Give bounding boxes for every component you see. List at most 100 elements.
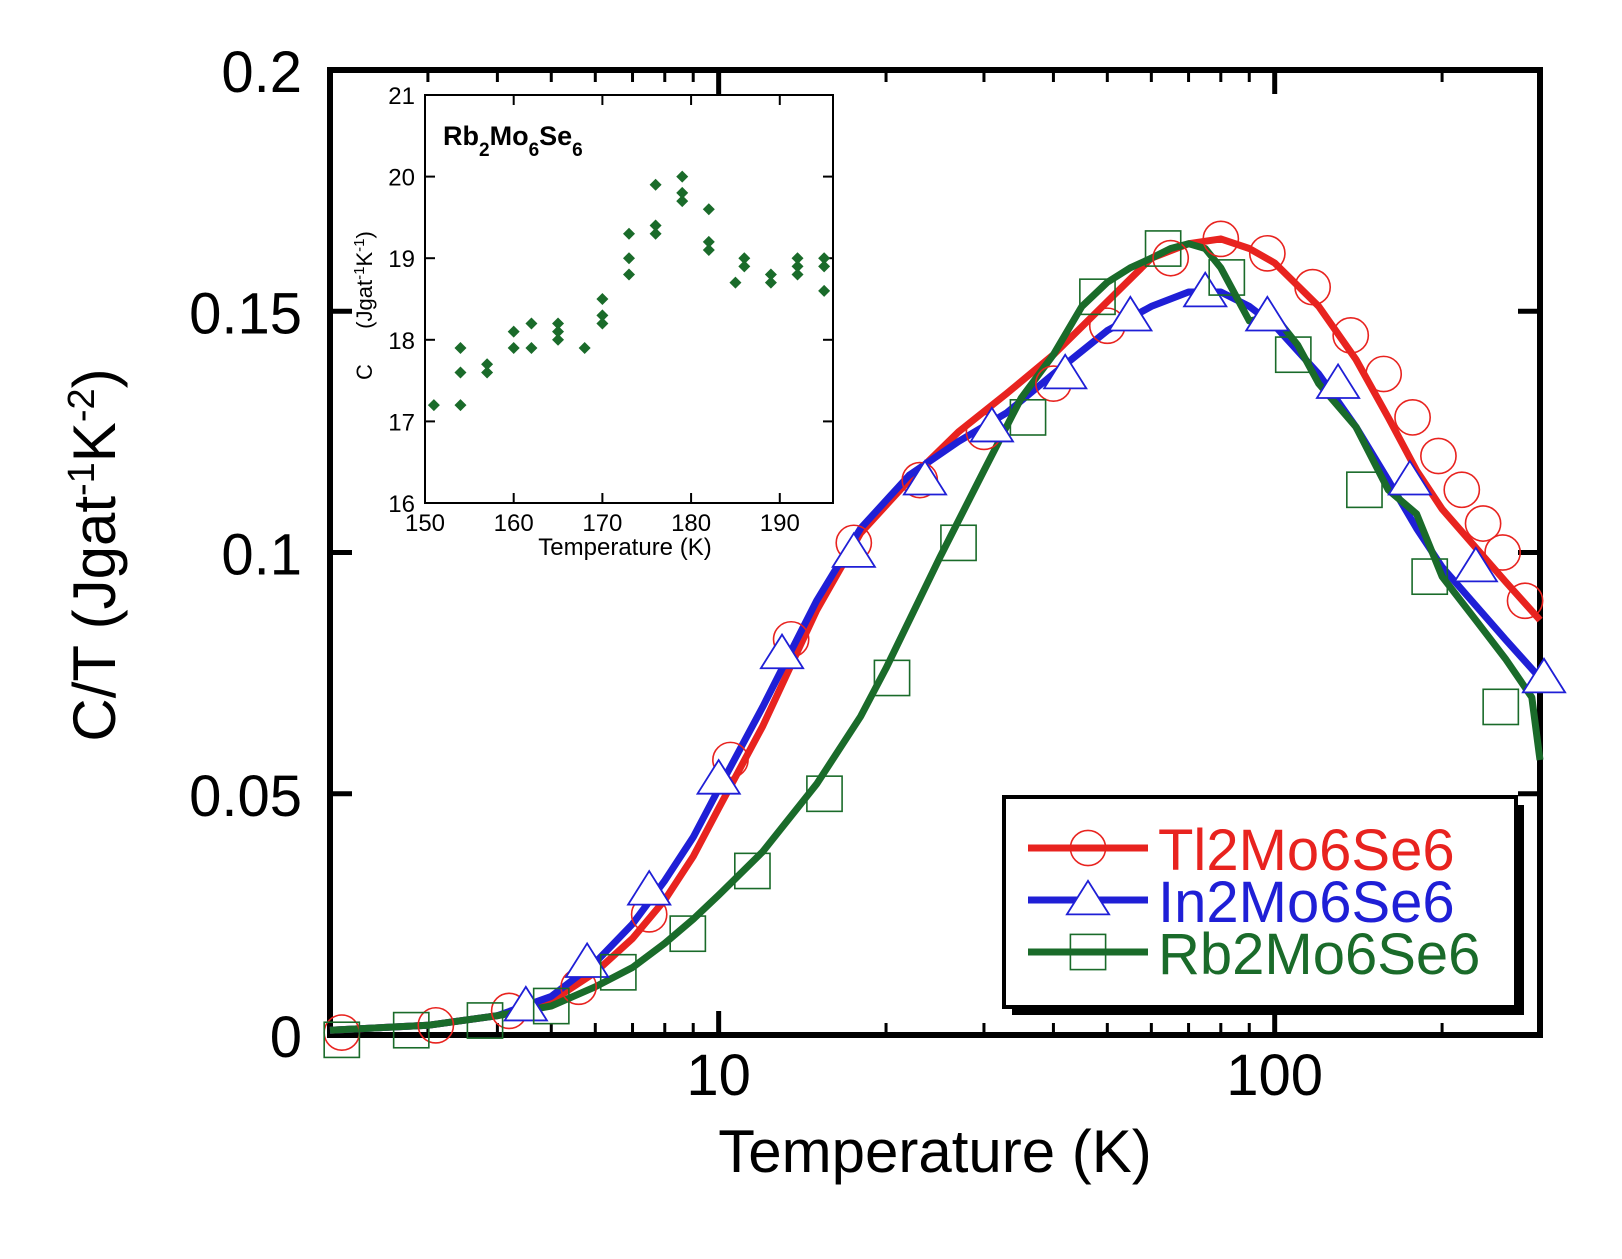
series-marker-In2Mo6Se6 (902, 459, 948, 496)
inset-y-axis-label-c: C (352, 364, 377, 380)
series-marker-Rb2Mo6Se6 (1482, 688, 1520, 726)
inset-y-tick-label: 17 (388, 409, 415, 436)
series-marker-Tl2Mo6Se6 (1152, 239, 1190, 277)
inset-title: Rb2Mo6Se6 (443, 121, 583, 161)
inset-point (427, 399, 440, 412)
inset-point (649, 227, 662, 240)
series-marker-In2Mo6Se6 (831, 531, 877, 568)
y-tick-label: 0.2 (221, 40, 302, 105)
series-marker-Tl2Mo6Se6 (1365, 355, 1403, 393)
series-marker-Tl2Mo6Se6 (1294, 268, 1332, 306)
inset-y-tick-label: 18 (388, 328, 415, 355)
legend-marker-In2Mo6Se6 (1065, 879, 1111, 916)
inset-point (525, 317, 538, 330)
series-marker-Tl2Mo6Se6 (1420, 437, 1457, 475)
y-axis-label-sup2: -2 (61, 388, 103, 422)
series-marker-In2Mo6Se6 (1042, 353, 1088, 390)
inset-point (552, 317, 565, 330)
inset-title-se: Se (539, 121, 572, 151)
series-marker-Rb2Mo6Se6 (940, 524, 977, 562)
y-tick-label: 0 (270, 1005, 302, 1070)
series-marker-Tl2Mo6Se6 (1506, 582, 1544, 620)
inset-plot-frame (424, 94, 834, 504)
inset-title-sub3: 6 (572, 140, 583, 161)
main-series-group (323, 220, 1567, 1059)
series-marker-Rb2Mo6Se6 (1411, 558, 1449, 596)
inset-point (676, 170, 689, 183)
inset-x-tick-label: 180 (671, 510, 711, 537)
main-plot: 0 0.05 0.1 0.15 0.2 10 100 Temperature (K) C/T… (61, 40, 1567, 1185)
series-marker-Tl2Mo6Se6 (1332, 316, 1370, 354)
inset-point (738, 260, 751, 273)
y-axis-label: C/T (Jgat-1K-2) (61, 368, 128, 741)
legend-label-Rb2Mo6Se6: Rb2Mo6Se6 (1158, 922, 1480, 987)
inset-points (427, 170, 831, 412)
series-marker-In2Mo6Se6 (1387, 459, 1433, 496)
series-marker-Rb2Mo6Se6 (392, 1011, 430, 1049)
series-marker-Rb2Mo6Se6 (1144, 230, 1182, 267)
series-marker-In2Mo6Se6 (1107, 295, 1154, 332)
inset-y-tick-label: 20 (388, 165, 415, 192)
series-marker-Tl2Mo6Se6 (1394, 398, 1431, 436)
series-marker-In2Mo6Se6 (1521, 657, 1567, 694)
series-line-Tl2Mo6Se6 (329, 235, 1543, 1034)
series-marker-Tl2Mo6Se6 (1484, 534, 1522, 571)
inset-point (623, 227, 635, 240)
inset-y-units-main: (Jgat (352, 280, 377, 329)
x-tick-label: 10 (686, 1043, 751, 1108)
y-axis-label-main: C/T (Jgat (61, 496, 128, 742)
series-marker-Tl2Mo6Se6 (1248, 234, 1286, 272)
inset-point (738, 252, 751, 265)
inset-title-sub2: 6 (529, 140, 540, 161)
inset-point (702, 235, 715, 248)
main-ticks: 0 0.05 0.1 0.15 0.2 10 100 (189, 40, 1542, 1108)
inset-point (702, 203, 715, 216)
y-tick-label: 0.05 (189, 764, 302, 829)
inset-point (818, 252, 831, 265)
inset-point (552, 325, 565, 338)
series-marker-Rb2Mo6Se6 (532, 987, 570, 1025)
series-marker-Rb2Mo6Se6 (1274, 336, 1312, 374)
inset-point (818, 284, 831, 297)
y-axis-label-end: ) (61, 368, 128, 388)
series-marker-Tl2Mo6Se6 (417, 1006, 455, 1044)
series-marker-In2Mo6Se6 (1182, 271, 1228, 308)
inset-y-units-end: ) (352, 231, 377, 238)
series-marker-Rb2Mo6Se6 (599, 953, 637, 991)
inset-point (729, 276, 742, 289)
series-marker-Rb2Mo6Se6 (1346, 471, 1383, 509)
inset-x-tick-label: 170 (582, 510, 622, 537)
inset-ticks: 16 17 18 19 20 21 150 160 170 180 190 (388, 83, 833, 537)
series-marker-Rb2Mo6Se6 (323, 1021, 361, 1059)
inset-point (676, 195, 689, 208)
legend-label-Tl2Mo6Se6: Tl2Mo6Se6 (1158, 818, 1455, 883)
inset-point (596, 317, 609, 330)
inset-y-axis-label-units: (Jgat-1K-1) (351, 231, 378, 329)
inset-point (791, 260, 804, 273)
series-marker-Tl2Mo6Se6 (1443, 471, 1481, 509)
inset-point (578, 341, 591, 354)
series-marker-In2Mo6Se6 (564, 941, 610, 978)
inset-y-tick-label: 21 (388, 83, 415, 110)
series-marker-Rb2Mo6Se6 (873, 659, 911, 697)
inset-x-tick-label: 150 (405, 510, 445, 537)
inset-point (649, 219, 662, 232)
series-marker-In2Mo6Se6 (695, 758, 742, 795)
inset-point (507, 325, 520, 338)
inset-y-tick-label: 19 (388, 246, 415, 273)
legend-marker-Tl2Mo6Se6 (1069, 829, 1107, 867)
series-marker-Rb2Mo6Se6 (1208, 259, 1246, 296)
x-axis-label: Temperature (K) (718, 1118, 1151, 1185)
y-tick-label: 0.15 (189, 281, 302, 346)
inset-point (596, 293, 609, 305)
series-marker-In2Mo6Se6 (1453, 546, 1499, 583)
inset-point (596, 309, 609, 322)
inset-point (791, 252, 804, 265)
inset-title-sub1: 2 (479, 140, 490, 161)
y-axis-label-unit: K (61, 422, 128, 462)
inset-point (764, 276, 777, 289)
inset-y-units-k: K (352, 252, 377, 267)
y-axis-label-sup1: -1 (61, 462, 103, 496)
